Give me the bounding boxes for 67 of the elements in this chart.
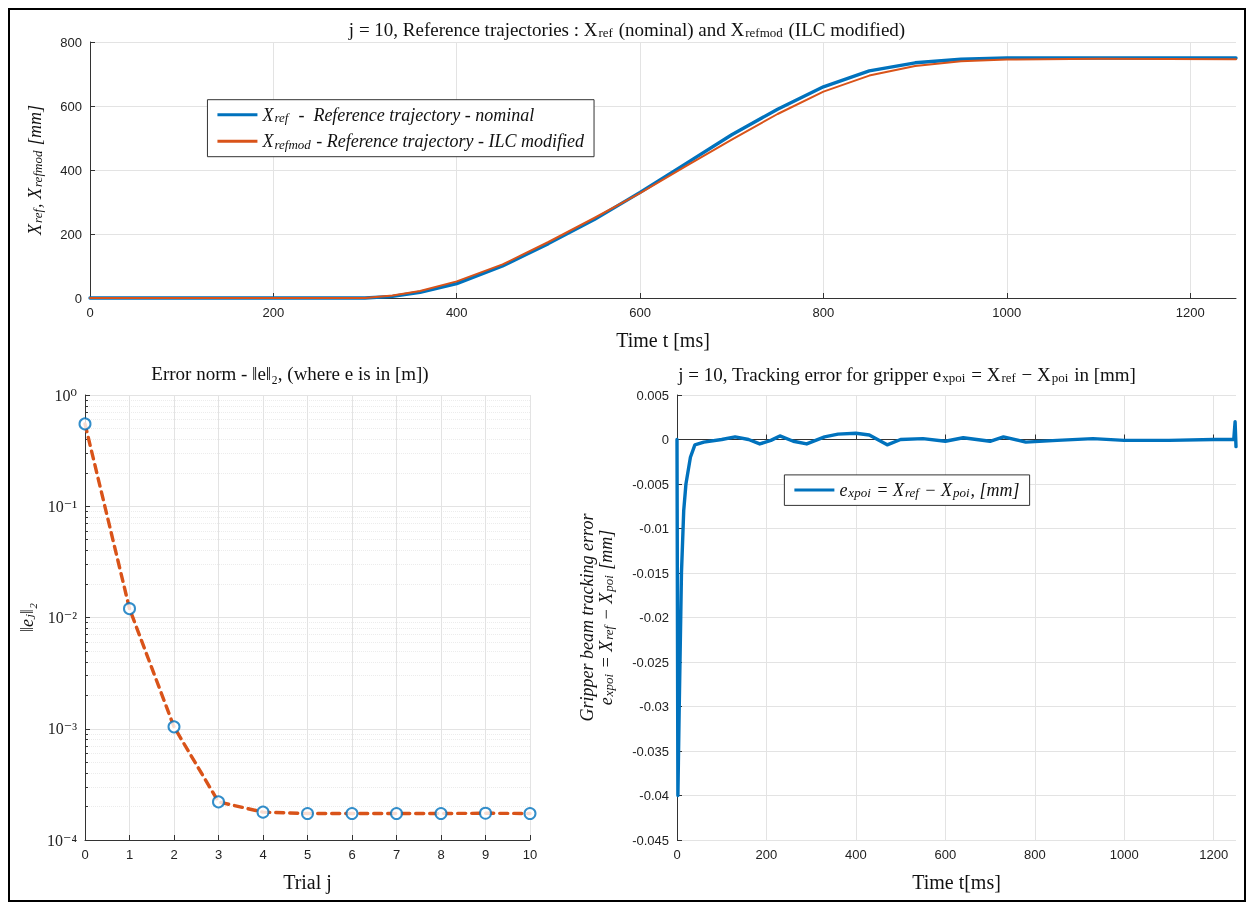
chart-title: j = 10, Tracking error for gripper expoi = Xref − Xpoi in [mm] bbox=[677, 363, 1136, 385]
x-tick-label: 4 bbox=[259, 847, 267, 862]
x-tick-label: 1 bbox=[125, 847, 134, 862]
point bbox=[301, 807, 314, 821]
x-axis-title: Trial j bbox=[283, 871, 332, 894]
chart-title: j = 10, Reference trajectories : Xref (nominal) and Xrefmod (ILC modified) bbox=[347, 18, 906, 41]
y-tick-label: -0.04 bbox=[639, 788, 669, 803]
x-tick-label: 3 bbox=[214, 847, 223, 862]
y-tick-label: 0 bbox=[661, 432, 669, 447]
x-tick-label: 0 bbox=[673, 847, 681, 862]
y-tick-label: 800 bbox=[60, 34, 82, 50]
x-tick-label: 400 bbox=[845, 847, 867, 862]
y-tick-label: -0.01 bbox=[639, 521, 669, 536]
y-tick-label: 10⁰ bbox=[54, 386, 77, 404]
point bbox=[523, 807, 537, 821]
x-tick-label: 7 bbox=[392, 847, 401, 862]
legend-label: Xref - Reference trajectory - nominal bbox=[261, 104, 535, 126]
chart-title: Error norm - ‖e‖₂, (where e is in [m]) bbox=[151, 363, 429, 385]
point bbox=[78, 417, 92, 431]
y-tick-label: 10⁻¹ bbox=[47, 497, 78, 515]
x-tick-label: 10 bbox=[522, 847, 538, 862]
x-tick-label: 400 bbox=[445, 305, 468, 320]
x-tick-label: 1200 bbox=[1199, 847, 1229, 862]
y-tick-label: 600 bbox=[60, 98, 82, 114]
legend-label: Xrefmod - Reference trajectory - ILC modified bbox=[261, 131, 586, 152]
point bbox=[256, 805, 270, 819]
y-tick-label: 0.005 bbox=[636, 387, 669, 403]
y-tick-label: -0.025 bbox=[632, 654, 669, 670]
x-tick-label: 1200 bbox=[1175, 305, 1205, 320]
y-tick-label: -0.015 bbox=[632, 565, 669, 581]
x-tick-label: 9 bbox=[481, 847, 490, 862]
x-axis-title: Time t[ms] bbox=[912, 871, 1001, 893]
y-tick-label: -0.02 bbox=[639, 610, 669, 625]
point bbox=[123, 602, 136, 616]
x-axis-title: Time t [ms] bbox=[616, 329, 710, 351]
x-tick-label: 6 bbox=[348, 847, 356, 862]
x-tick-label: 200 bbox=[755, 847, 778, 862]
point bbox=[479, 806, 492, 820]
point bbox=[212, 795, 225, 809]
y-tick-label: 10⁻³ bbox=[47, 720, 78, 738]
x-tick-label: 0 bbox=[86, 305, 94, 320]
y-tick-label: -0.03 bbox=[639, 699, 669, 714]
x-tick-label: 200 bbox=[262, 305, 285, 320]
y-tick-label: 0 bbox=[74, 290, 82, 306]
y-tick-label: 200 bbox=[60, 226, 82, 242]
point bbox=[345, 807, 359, 821]
x-tick-label: 1000 bbox=[992, 305, 1022, 320]
line-series bbox=[675, 420, 1238, 798]
y-axis-title: Xref, Xrefmod [mm] bbox=[24, 105, 45, 236]
y-tick-label: 10⁻² bbox=[47, 609, 78, 626]
legend-label: expoi = Xref − Xpoi, [mm] bbox=[839, 479, 1020, 501]
point bbox=[390, 807, 403, 821]
point bbox=[434, 807, 448, 821]
x-tick-label: 600 bbox=[934, 847, 957, 862]
y-tick-label: -0.035 bbox=[632, 743, 669, 759]
x-tick-label: 8 bbox=[437, 847, 445, 862]
x-tick-label: 800 bbox=[812, 305, 835, 320]
y-tick-label: 10⁻⁴ bbox=[46, 831, 78, 849]
point bbox=[167, 720, 181, 734]
y-tick-label: -0.045 bbox=[632, 832, 669, 848]
x-tick-label: 800 bbox=[1023, 847, 1046, 862]
x-tick-label: 5 bbox=[303, 847, 312, 862]
x-tick-label: 2 bbox=[170, 847, 178, 862]
y-tick-label: -0.005 bbox=[632, 476, 669, 492]
y-tick-label: 400 bbox=[60, 162, 82, 178]
y-axis-title: ‖eⱼ‖₂ bbox=[17, 602, 38, 633]
x-tick-label: 1000 bbox=[1109, 847, 1139, 862]
